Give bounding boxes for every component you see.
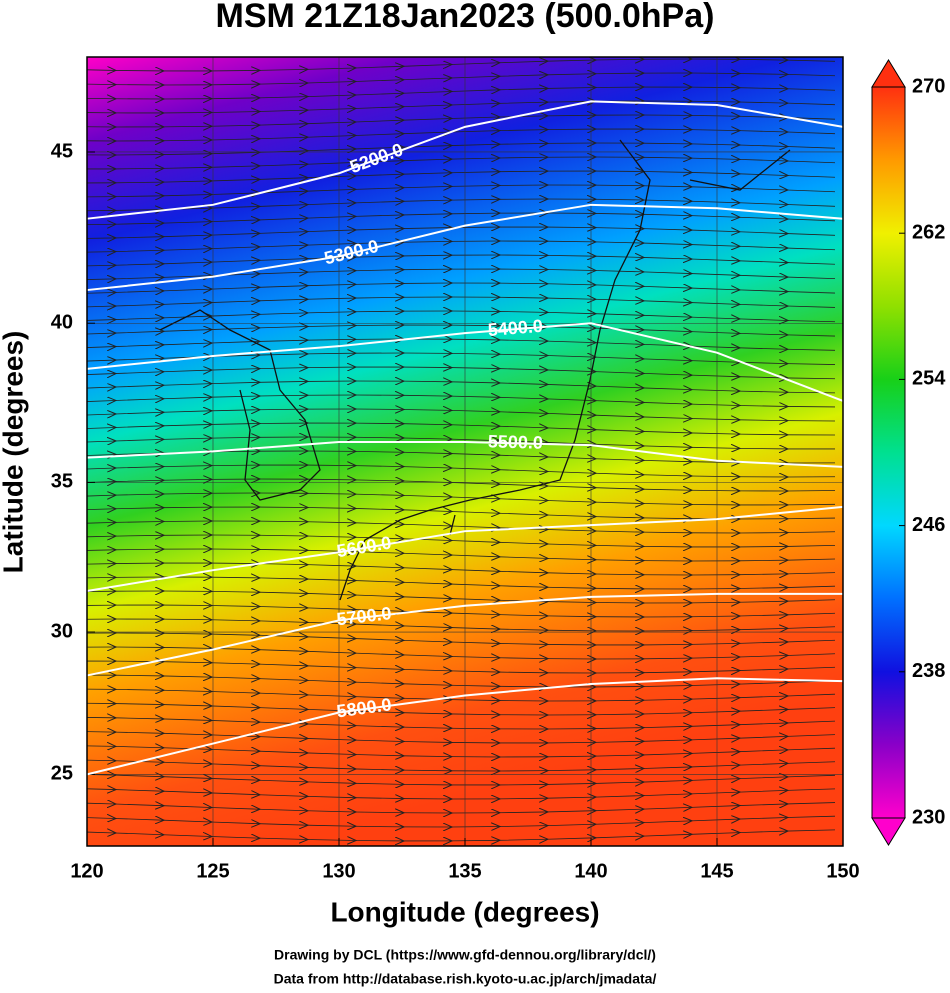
streamline	[87, 381, 836, 393]
colorbar-extend-max	[871, 59, 906, 88]
x-tick-label: 130	[322, 860, 355, 882]
contour-line	[86, 322, 844, 402]
footer-line: Data from http://database.rish.kyoto-u.a…	[274, 971, 657, 987]
streamline	[87, 227, 836, 239]
streamline	[87, 816, 836, 827]
streamline	[87, 255, 836, 266]
y-tick-label: 35	[51, 471, 73, 493]
plot-frame	[86, 56, 844, 847]
x-tick-label: 135	[448, 860, 481, 882]
streamline	[87, 774, 836, 785]
contour-line	[86, 505, 844, 592]
streamline	[87, 269, 836, 280]
colorbar-extend-min	[871, 817, 906, 846]
x-tick-label: 120	[70, 860, 103, 882]
streamline	[87, 830, 836, 841]
coastline	[159, 139, 791, 601]
y-axis-label: Latitude (degrees)	[0, 331, 28, 574]
x-tick-label: 145	[700, 860, 733, 882]
streamline	[87, 339, 836, 350]
x-tick-label: 125	[196, 860, 229, 882]
contour-label: 5400.0	[487, 316, 543, 340]
streamline	[87, 409, 836, 421]
x-axis-label: Longitude (degrees)	[330, 896, 599, 927]
contour-line	[86, 441, 844, 468]
streamline	[87, 199, 836, 211]
streamline	[87, 788, 836, 799]
contour-label: 5500.0	[488, 431, 544, 452]
streamline	[87, 311, 836, 322]
streamline	[87, 213, 836, 225]
streamline	[87, 395, 836, 407]
contour-line	[86, 592, 843, 677]
streamline	[87, 803, 836, 813]
colorbar-tick-label: 254	[912, 368, 946, 390]
colorbar-tick-label: 262	[912, 221, 945, 243]
streamline	[87, 297, 836, 307]
footer-line: Drawing by DCL (https://www.gfd-dennou.o…	[274, 947, 656, 963]
contour-line	[86, 677, 844, 776]
x-tick-label: 150	[826, 860, 859, 882]
colorbar-tick-label: 238	[912, 660, 945, 682]
contour-line	[86, 100, 844, 220]
chart-title: MSM 21Z18Jan2023 (500.0hPa)	[216, 0, 715, 35]
contours: 5200.05300.05400.05500.05600.05700.05800…	[86, 100, 844, 776]
streamline	[87, 760, 836, 771]
streamline	[87, 283, 836, 294]
streamlines	[87, 59, 836, 841]
streamline	[87, 367, 836, 379]
colorbar	[871, 86, 906, 819]
y-tick-label: 30	[51, 620, 73, 642]
contour-line	[86, 203, 844, 292]
colorbar-tick-label: 246	[912, 514, 945, 536]
streamline	[87, 185, 836, 197]
x-tick-label: 140	[574, 860, 607, 882]
y-tick-label: 45	[51, 140, 73, 162]
colorbar-tick-label: 270	[912, 75, 945, 97]
colorbar-tick-label: 230	[912, 806, 945, 828]
y-tick-label: 40	[51, 312, 73, 334]
y-tick-label: 25	[51, 763, 73, 785]
streamline	[87, 325, 836, 336]
streamline	[87, 241, 836, 253]
